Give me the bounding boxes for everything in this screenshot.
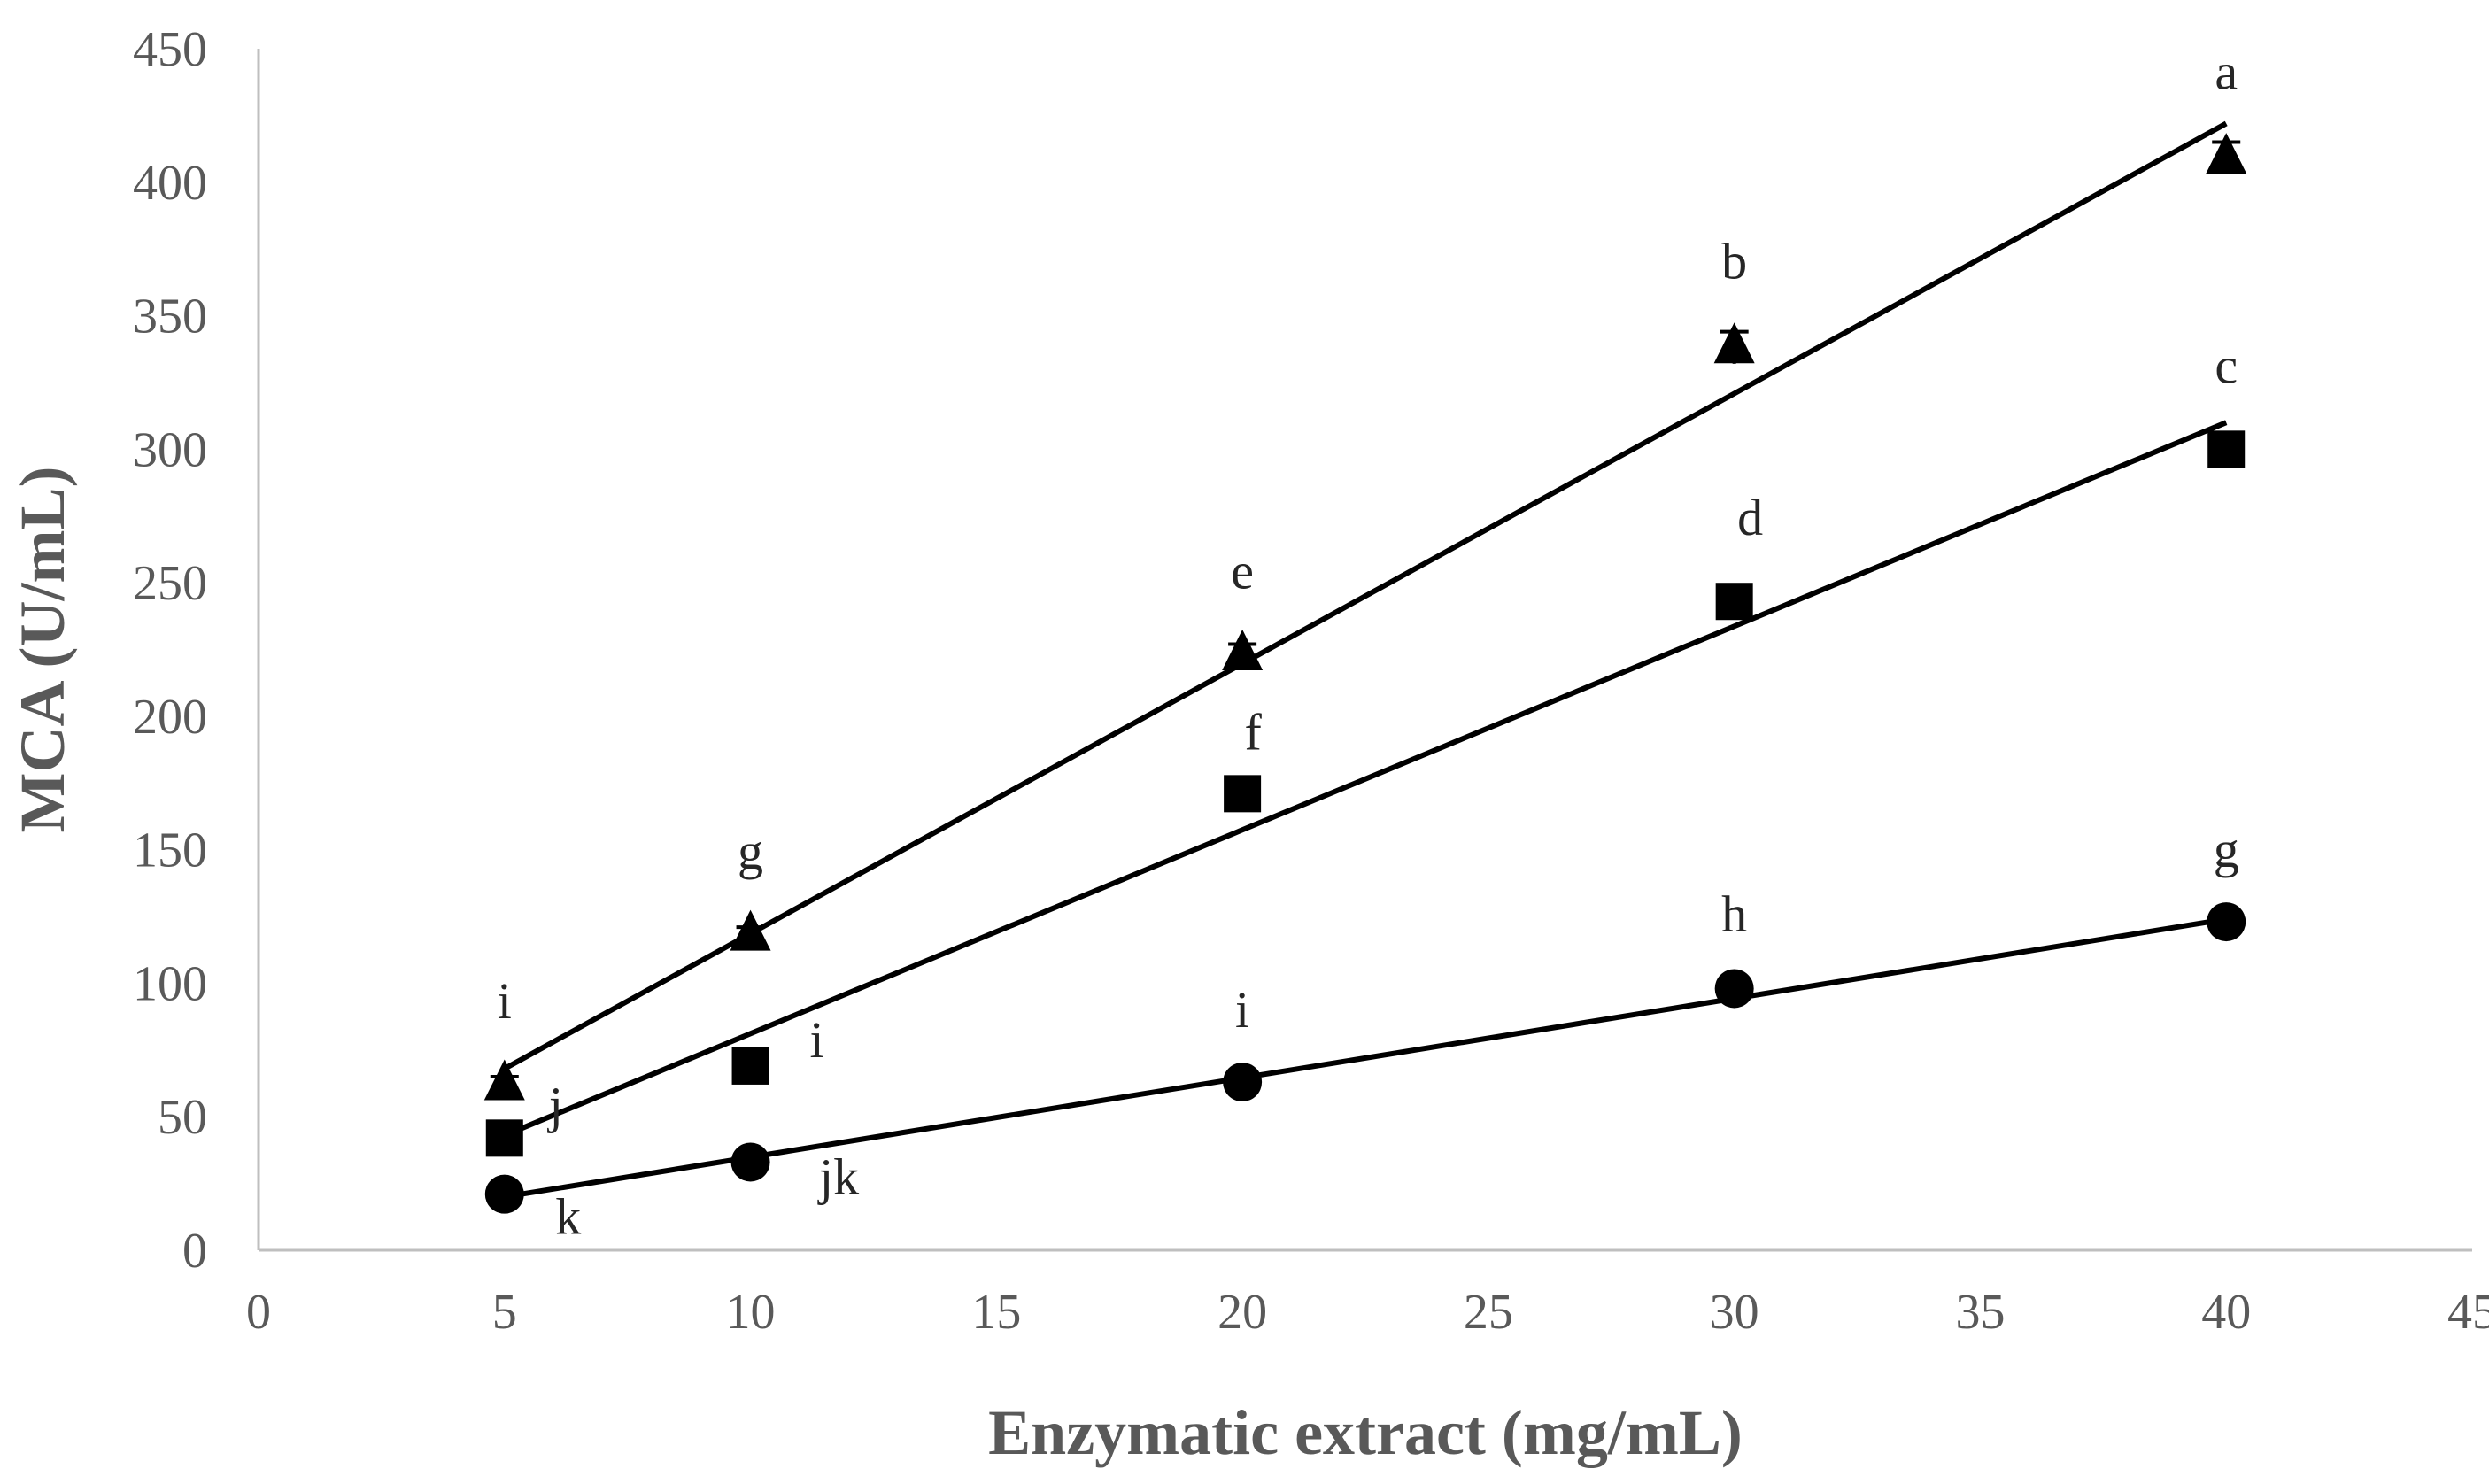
x-tick-label: 5 — [492, 1285, 517, 1340]
y-tick-label: 350 — [133, 290, 207, 344]
y-tick-label: 450 — [133, 22, 207, 77]
x-tick-label: 30 — [1710, 1285, 1759, 1340]
trendlines — [503, 120, 2228, 1200]
significance-letter: jk — [817, 1148, 859, 1205]
circle-marker — [1714, 969, 1754, 1009]
x-tick-label: 15 — [971, 1285, 1021, 1340]
trendline-triangle — [503, 120, 2228, 1071]
square-marker — [485, 1119, 523, 1157]
significance-letter: c — [2215, 336, 2238, 394]
significance-letter: k — [555, 1188, 581, 1246]
significance-letter: b — [1721, 233, 1747, 290]
y-tick-label: 250 — [133, 556, 207, 611]
triangle-marker — [2206, 133, 2247, 174]
y-tick-label: 100 — [133, 956, 207, 1011]
x-tick-label: 40 — [2201, 1285, 2251, 1340]
significance-letter: i — [1235, 981, 1249, 1039]
x-tick-labels: 0 5 10 15 20 25 30 35 40 45 — [246, 1285, 2489, 1340]
significance-letter: f — [1244, 703, 1262, 761]
significance-letter: h — [1721, 885, 1747, 942]
x-tick-label: 20 — [1217, 1285, 1267, 1340]
circle-marker — [730, 1142, 770, 1182]
data-markers — [483, 133, 2247, 1214]
significance-letter: g — [738, 823, 763, 880]
significance-letter: a — [2215, 43, 2238, 101]
significance-letter: i — [809, 1011, 823, 1069]
x-tick-label: 25 — [1464, 1285, 1513, 1340]
axes — [257, 49, 2472, 1252]
significance-letter: i — [498, 972, 512, 1030]
triangle-marker — [483, 1059, 525, 1101]
circle-marker — [1223, 1063, 1263, 1102]
y-tick-label: 150 — [133, 823, 207, 878]
x-tick-label: 35 — [1955, 1285, 2005, 1340]
y-tick-label: 0 — [182, 1224, 207, 1279]
significance-letter: j — [547, 1076, 563, 1133]
y-tick-label: 400 — [133, 156, 207, 211]
triangle-marker — [730, 909, 771, 951]
trendline-square — [503, 420, 2228, 1139]
circle-marker — [2207, 902, 2246, 942]
y-tick-label: 50 — [158, 1090, 207, 1145]
triangle-marker — [1222, 630, 1264, 671]
y-tick-label: 300 — [133, 422, 207, 477]
error-bars — [490, 140, 2241, 1197]
trendline-circle — [504, 916, 2227, 1200]
y-tick-labels: 0 50 100 150 200 250 300 350 400 450 — [133, 22, 207, 1279]
square-marker — [1715, 583, 1753, 621]
significance-letter: e — [1231, 543, 1254, 600]
x-axis-title: Enzymatic extract (mg/mL) — [988, 1397, 1743, 1468]
square-marker — [2207, 430, 2246, 468]
significance-letter: g — [2214, 821, 2239, 878]
significance-letter: d — [1737, 489, 1763, 546]
square-marker — [731, 1047, 769, 1085]
x-tick-label: 45 — [2447, 1285, 2489, 1340]
x-tick-label: 0 — [246, 1285, 271, 1340]
triangle-marker — [1713, 322, 1755, 364]
y-tick-label: 200 — [133, 690, 207, 745]
x-tick-label: 10 — [726, 1285, 776, 1340]
square-marker — [1224, 775, 1262, 813]
circle-marker — [484, 1174, 524, 1214]
y-axis-title: MCA (U/mL) — [7, 467, 78, 833]
